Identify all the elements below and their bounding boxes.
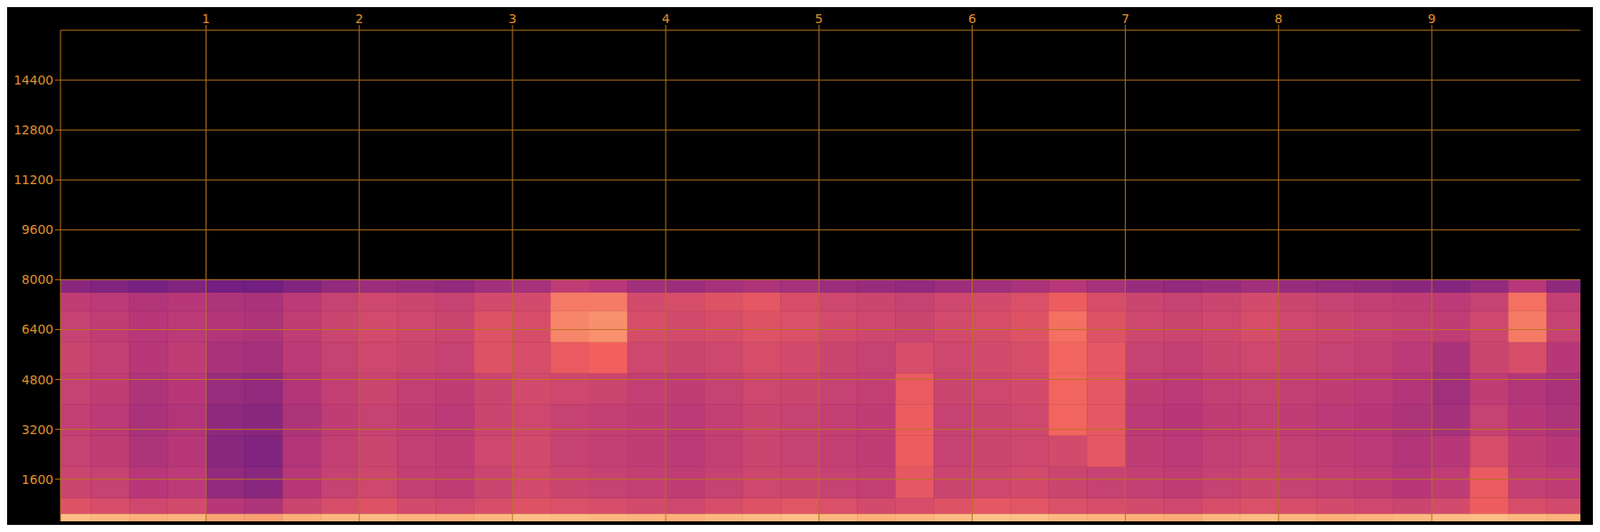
svg-text:2: 2 — [355, 11, 364, 26]
svg-text:6400: 6400 — [21, 322, 54, 337]
svg-text:1: 1 — [202, 11, 211, 26]
svg-text:8000: 8000 — [21, 272, 54, 287]
svg-text:9: 9 — [1428, 11, 1437, 26]
svg-text:3200: 3200 — [21, 422, 54, 437]
svg-text:14400: 14400 — [13, 72, 54, 88]
svg-text:8: 8 — [1274, 11, 1283, 26]
svg-text:5: 5 — [815, 11, 824, 26]
svg-text:12800: 12800 — [13, 122, 54, 138]
svg-text:4: 4 — [662, 11, 671, 26]
svg-text:1600: 1600 — [21, 472, 54, 487]
svg-text:3: 3 — [508, 11, 517, 26]
svg-text:11200: 11200 — [13, 172, 54, 187]
svg-text:4800: 4800 — [21, 372, 54, 388]
svg-text:9600: 9600 — [21, 222, 54, 237]
svg-text:6: 6 — [968, 11, 977, 26]
svg-text:7: 7 — [1121, 11, 1130, 26]
